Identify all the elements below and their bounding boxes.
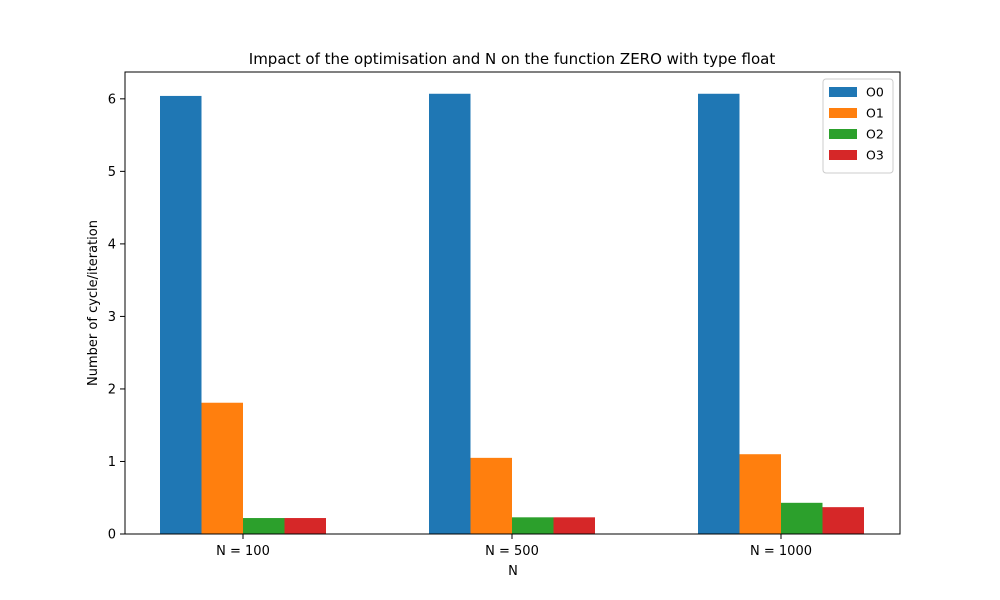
bar-o2-2 <box>512 517 554 534</box>
bar-o3-2 <box>553 517 595 534</box>
plot-frame <box>124 71 901 535</box>
x-tick-label: N = 1000 <box>750 544 812 559</box>
bar-o0-2 <box>429 93 471 534</box>
legend-label-o1: O1 <box>866 106 884 121</box>
x-axis-label: N <box>508 564 518 579</box>
bar-o1-3 <box>739 454 781 534</box>
y-tick-label: 1 <box>108 455 116 470</box>
x-tick-label: N = 100 <box>216 544 270 559</box>
legend-swatch-o0 <box>829 87 857 97</box>
bar-o3-1 <box>284 518 326 534</box>
legend-label-o3: O3 <box>866 148 884 163</box>
legend-label-o0: O0 <box>866 85 884 100</box>
y-tick-label: 4 <box>108 237 116 252</box>
bar-o0-1 <box>160 95 202 535</box>
bar-o2-1 <box>243 518 285 534</box>
legend-swatch-o3 <box>829 150 857 160</box>
y-tick-label: 3 <box>108 310 116 325</box>
legend-swatch-o1 <box>829 108 857 118</box>
bar-o1-2 <box>470 457 512 534</box>
y-tick-label: 0 <box>108 528 116 543</box>
legend-swatch-o2 <box>829 129 857 139</box>
legend: O0 O1 O2 O3 <box>822 78 894 174</box>
legend-label-o2: O2 <box>866 127 884 142</box>
y-axis: 0 1 2 3 4 5 6 <box>108 92 125 543</box>
bar-o1-1 <box>201 402 243 534</box>
y-tick-label: 5 <box>108 165 116 180</box>
bar-o3-3 <box>822 507 864 534</box>
legend-box <box>822 78 894 174</box>
bars-group <box>160 93 864 535</box>
x-tick-label: N = 500 <box>485 544 539 559</box>
chart-title: Impact of the optimisation and N on the … <box>249 50 776 68</box>
y-axis-label: Number of cycle/iteration <box>86 220 101 386</box>
y-tick-label: 2 <box>108 382 116 397</box>
bar-o2-3 <box>781 502 823 534</box>
x-axis: N = 100 N = 500 N = 1000 <box>216 534 812 559</box>
bar-o0-3 <box>698 93 740 534</box>
y-tick-label: 6 <box>108 92 116 107</box>
